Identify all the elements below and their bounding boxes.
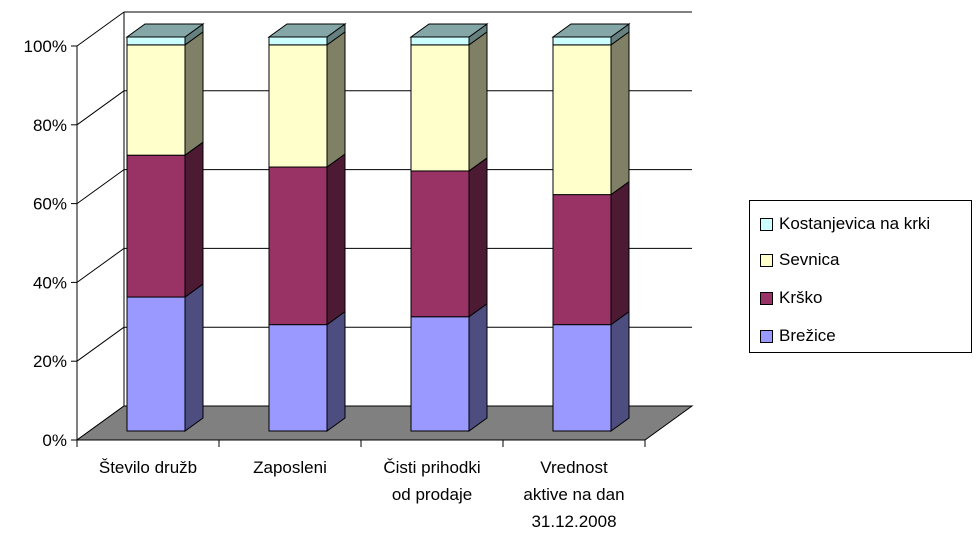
chart-legend: Kostanjevica na krki Sevnica Krško Breži… xyxy=(749,200,972,353)
bar-side-sevnica xyxy=(184,30,204,157)
legend-item-brezice: Brežice xyxy=(760,325,836,347)
bar-brezice xyxy=(552,324,612,432)
x-tick-label: Vrednost xyxy=(540,458,608,477)
bar-kostanjevica-na-krki xyxy=(268,36,328,46)
bar-side-brezice xyxy=(468,302,488,432)
gridline-side xyxy=(76,247,125,283)
gridline-side xyxy=(76,169,125,205)
legend-label-sevnica: Sevnica xyxy=(779,250,840,269)
legend-label-kostanjevica: Kostanjevica na krki xyxy=(779,214,931,233)
legend-swatch-kostanjevica xyxy=(760,217,773,231)
bar-top-kostanjevica-na-krki xyxy=(551,23,631,38)
bar-top-kostanjevica-na-krki xyxy=(267,23,347,38)
bar-sevnica xyxy=(126,44,186,156)
bar-side-sevnica xyxy=(610,30,630,196)
bar-brezice xyxy=(126,296,186,432)
bar-side-krsko xyxy=(326,153,346,326)
legend-swatch-brezice xyxy=(760,329,773,343)
x-tick-label: Čisti prihodki xyxy=(383,458,480,477)
y-tick-label: 0% xyxy=(42,431,67,450)
y-tick-label: 40% xyxy=(33,273,67,292)
legend-label-krsko: Krško xyxy=(779,288,823,307)
bar-krsko xyxy=(410,170,470,318)
bar-kostanjevica-na-krki xyxy=(410,36,470,46)
bar-side-brezice xyxy=(184,283,204,432)
legend-item-krsko: Krško xyxy=(760,287,822,309)
y-tick-label: 100% xyxy=(24,37,67,56)
bar-krsko xyxy=(552,194,612,326)
bar-brezice xyxy=(268,324,328,432)
y-tick-label: 20% xyxy=(33,352,67,371)
x-tick-label: Zaposleni xyxy=(253,458,327,477)
gridline-side xyxy=(76,326,125,362)
bar-top-kostanjevica-na-krki xyxy=(125,23,205,38)
legend-item-kostanjevica: Kostanjevica na krki xyxy=(760,213,930,235)
bar-side-brezice xyxy=(610,310,630,432)
bar-side-sevnica xyxy=(326,30,346,168)
legend-swatch-krsko xyxy=(760,291,773,305)
bar-kostanjevica-na-krki xyxy=(126,36,186,46)
bar-kostanjevica-na-krki xyxy=(552,36,612,46)
bar-side-krsko xyxy=(184,141,204,299)
y-tick-label: 60% xyxy=(33,195,67,214)
x-tick-label: aktive na dan xyxy=(523,485,624,504)
bar-brezice xyxy=(410,316,470,432)
gridline-side xyxy=(76,90,125,126)
bar-krsko xyxy=(126,154,186,298)
bar-krsko xyxy=(268,166,328,326)
bar-side-sevnica xyxy=(468,30,488,172)
x-tick-label: Število družb xyxy=(99,458,197,477)
bar-side-krsko xyxy=(610,180,630,326)
gridline-side xyxy=(76,11,125,47)
bar-sevnica xyxy=(552,44,612,196)
bar-side-krsko xyxy=(468,156,488,318)
bar-sevnica xyxy=(268,44,328,168)
x-tick-label: od prodaje xyxy=(392,485,472,504)
bar-sevnica xyxy=(410,44,470,172)
legend-label-brezice: Brežice xyxy=(779,326,836,345)
bar-top-kostanjevica-na-krki xyxy=(409,23,489,38)
y-tick-label: 80% xyxy=(33,116,67,135)
bar-side-brezice xyxy=(326,310,346,432)
x-tick-label: 31.12.2008 xyxy=(531,512,616,531)
legend-swatch-sevnica xyxy=(760,253,773,267)
legend-item-sevnica: Sevnica xyxy=(760,249,839,271)
